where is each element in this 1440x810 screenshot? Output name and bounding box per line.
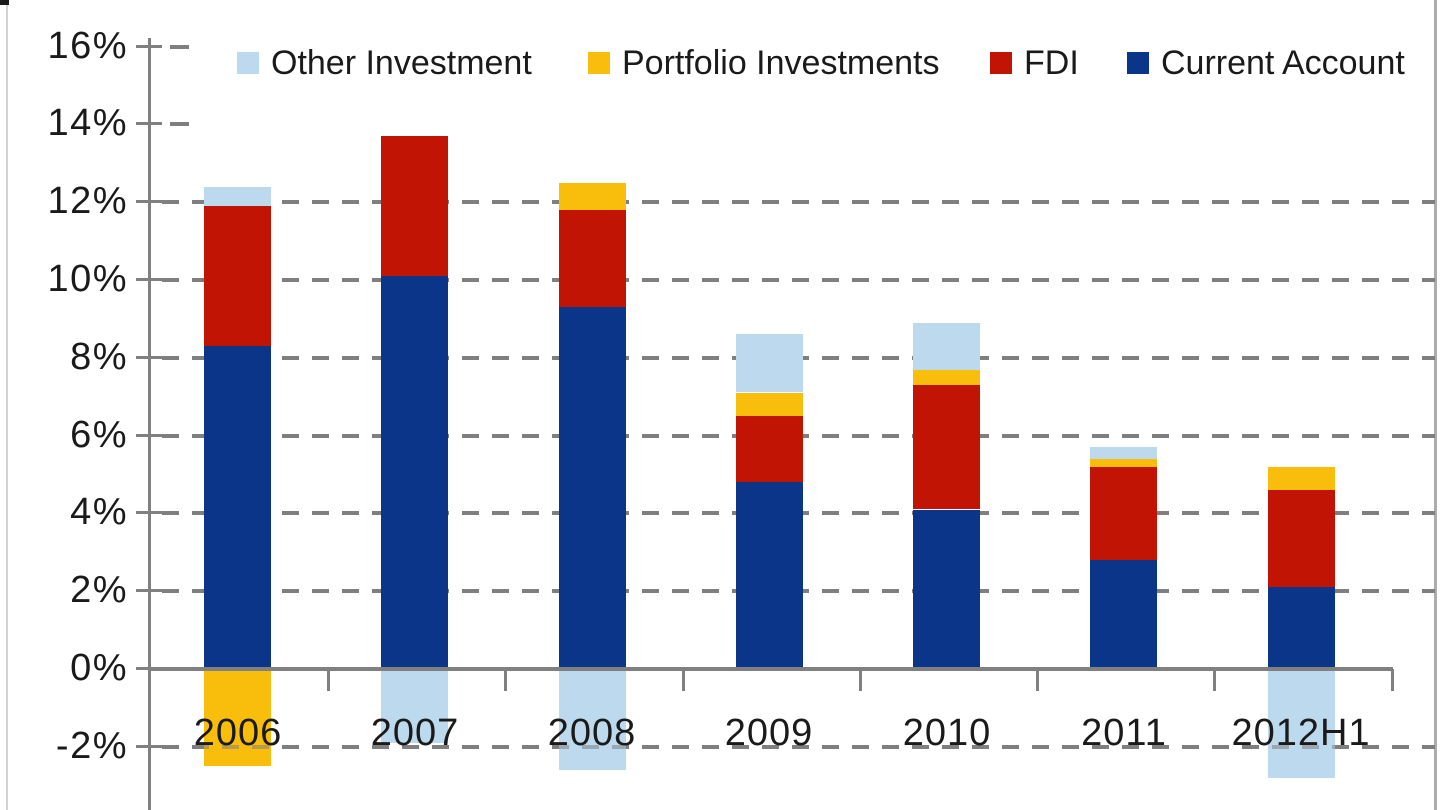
- bar-segment-portfolio-investments-2009: [736, 393, 803, 416]
- bar-segment-fdi-2011: [1090, 467, 1157, 560]
- x-axis-label-2012H1: 2012H1: [1231, 712, 1371, 754]
- y-axis-label: 2%: [70, 569, 128, 611]
- x-axis-label-2007: 2007: [370, 712, 460, 754]
- legend-label: Other Investment: [271, 43, 532, 82]
- legend-swatch-current-account: [1127, 52, 1149, 74]
- legend-item-current-account: Current Account: [1127, 40, 1405, 86]
- left-border-line: [6, 0, 8, 810]
- bar-segment-current-account-2010: [913, 510, 980, 669]
- gridline: [162, 278, 1435, 282]
- x-axis-label-2008: 2008: [547, 712, 637, 754]
- bar-segment-portfolio-investments-2011: [1090, 459, 1157, 467]
- y-axis-label: 0%: [70, 647, 128, 689]
- legend-label: Current Account: [1161, 43, 1405, 82]
- x-axis-label-2009: 2009: [724, 712, 814, 754]
- y-axis-label: 12%: [47, 180, 128, 222]
- bar-segment-other-investment-2008: [559, 669, 626, 770]
- legend-item-fdi: FDI: [990, 40, 1079, 86]
- x-axis-baseline: [148, 667, 1393, 671]
- legend-swatch-other-investment: [237, 52, 259, 74]
- x-axis-label-2010: 2010: [902, 712, 992, 754]
- legend-label: FDI: [1024, 43, 1079, 82]
- y-axis-label: 8%: [70, 336, 128, 378]
- bar-segment-fdi-2008: [559, 210, 626, 307]
- bar-segment-other-investment-2011: [1090, 447, 1157, 459]
- bar-segment-current-account-2008: [559, 307, 626, 669]
- bar-segment-portfolio-investments-2006: [204, 669, 271, 766]
- bar-segment-other-investment-2006: [204, 187, 271, 206]
- bar-segment-other-investment-2009: [736, 334, 803, 392]
- x-axis-category-tick: [1036, 669, 1039, 691]
- y-axis-label: 4%: [70, 491, 128, 533]
- legend-item-portfolio-investments: Portfolio Investments: [588, 40, 939, 86]
- x-axis-category-tick: [1213, 669, 1216, 691]
- bar-segment-fdi-2012H1: [1268, 490, 1335, 587]
- y-axis-label: 16%: [47, 25, 128, 67]
- right-border-line: [1434, 0, 1437, 810]
- legend-item-other-investment: Other Investment: [237, 40, 532, 86]
- bar-segment-portfolio-investments-2008: [559, 183, 626, 210]
- x-axis-category-tick: [1391, 669, 1394, 691]
- legend-label: Portfolio Investments: [622, 43, 940, 82]
- bar-segment-portfolio-investments-2012H1: [1268, 467, 1335, 490]
- bar-segment-fdi-2010: [913, 385, 980, 509]
- bar-segment-current-account-2011: [1090, 560, 1157, 669]
- bar-segment-current-account-2006: [204, 346, 271, 669]
- bar-segment-other-investment-2010: [913, 323, 980, 370]
- y-axis-label: 6%: [70, 414, 128, 456]
- x-axis-category-tick: [682, 669, 685, 691]
- bar-segment-current-account-2007: [381, 276, 448, 669]
- x-axis-category-tick: [859, 669, 862, 691]
- y-axis-line: [148, 38, 151, 810]
- gridline-stub-dash: [170, 122, 189, 126]
- x-axis-category-tick: [504, 669, 507, 691]
- gridline: [162, 200, 1435, 204]
- bar-segment-current-account-2009: [736, 482, 803, 669]
- x-axis-label-2011: 2011: [1081, 712, 1167, 754]
- x-axis-category-tick: [327, 669, 330, 691]
- bar-segment-other-investment-2007: [381, 669, 448, 743]
- bar-segment-other-investment-2012H1: [1268, 669, 1335, 778]
- bar-segment-fdi-2009: [736, 416, 803, 482]
- y-axis-label: 10%: [47, 258, 128, 300]
- bar-segment-fdi-2007: [381, 136, 448, 276]
- gridline-stub-dash: [170, 45, 189, 49]
- bar-segment-current-account-2012H1: [1268, 587, 1335, 669]
- top-left-notch: [0, 0, 9, 5]
- gridline-overlay: [162, 745, 1435, 749]
- y-axis-label: 14%: [47, 102, 128, 144]
- y-axis-label: -2%: [55, 725, 128, 767]
- x-axis-label-2006: 2006: [193, 712, 283, 754]
- bar-segment-fdi-2006: [204, 206, 271, 346]
- legend-swatch-fdi: [990, 52, 1012, 74]
- bar-segment-portfolio-investments-2010: [913, 369, 980, 385]
- legend-swatch-portfolio-investments: [588, 52, 610, 74]
